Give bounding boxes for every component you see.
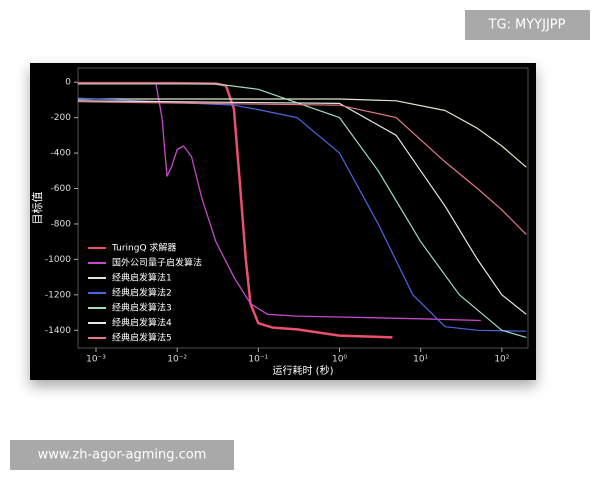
legend-label: 经典启发算法3 bbox=[112, 302, 172, 314]
watermark: TG: MYYJJPP bbox=[488, 18, 566, 33]
plot-frame bbox=[77, 67, 529, 349]
x-tick-label: 10⁻¹ bbox=[248, 355, 268, 365]
legend-label: 经典启发算法1 bbox=[112, 272, 172, 284]
y-tick-label: -400 bbox=[51, 149, 72, 159]
y-tick-label: -600 bbox=[51, 184, 72, 194]
x-tick-label: 10¹ bbox=[413, 355, 428, 365]
legend-label: TuringQ 求解器 bbox=[111, 242, 176, 254]
series-line bbox=[77, 97, 527, 332]
y-tick-label: -1200 bbox=[45, 290, 71, 300]
x-axis-label: 运行耗时 (秒) bbox=[273, 364, 334, 377]
series-line bbox=[77, 101, 527, 236]
x-tick-label: 10⁻² bbox=[167, 355, 187, 365]
x-tick-label: 10⁰ bbox=[332, 355, 347, 365]
legend-label: 经典启发算法2 bbox=[112, 287, 172, 299]
y-tick-label: -1000 bbox=[45, 255, 71, 265]
x-tick-label: 10² bbox=[494, 355, 509, 365]
legend-label: 国外公司量子启发算法 bbox=[112, 257, 202, 269]
legend-label: 经典启发算法4 bbox=[112, 317, 172, 329]
series-line bbox=[78, 83, 527, 338]
y-tick-label: -1400 bbox=[45, 326, 71, 336]
y-tick-label: -800 bbox=[51, 219, 72, 229]
series-line bbox=[155, 84, 481, 322]
watermark-box bbox=[10, 440, 234, 470]
watermark: www.zh-agor-agming.com bbox=[38, 448, 207, 463]
series-line bbox=[77, 100, 527, 315]
chart-panel bbox=[30, 63, 536, 380]
y-tick-label: 0 bbox=[65, 78, 71, 88]
x-tick-label: 10⁻³ bbox=[86, 355, 106, 365]
legend-label: 经典启发算法5 bbox=[112, 332, 172, 344]
y-tick-label: -200 bbox=[51, 113, 72, 123]
series-line bbox=[78, 98, 527, 168]
y-axis-label: 目标值 bbox=[30, 192, 44, 225]
watermark-box bbox=[465, 10, 590, 40]
